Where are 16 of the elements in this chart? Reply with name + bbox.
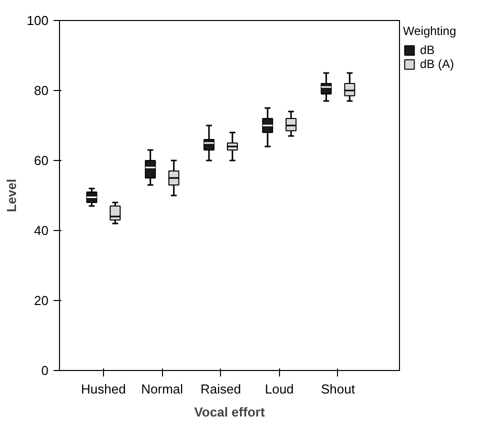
x-tick-label: Shout	[320, 382, 356, 396]
y-tick-label: 60	[34, 153, 49, 168]
x-tick-label: Normal	[141, 382, 184, 396]
y-axis-title: Level	[4, 178, 19, 212]
y-tick-label: 0	[41, 363, 49, 378]
x-tick-label: Hushed	[81, 382, 126, 396]
legend-label: dB (A)	[420, 57, 454, 71]
y-tick-label: 20	[34, 293, 49, 308]
y-tick-label: 40	[34, 223, 49, 238]
legend-title: Weighting	[403, 24, 456, 38]
x-tick-label: Loud	[264, 382, 294, 396]
x-axis-title: Vocal effort	[194, 404, 266, 420]
y-tick-label: 80	[34, 83, 49, 98]
y-tick-label: 100	[26, 13, 49, 28]
x-tick-label: Raised	[200, 382, 241, 396]
legend-label: dB	[420, 43, 436, 57]
